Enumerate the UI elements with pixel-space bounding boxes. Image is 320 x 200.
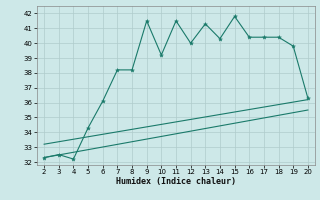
X-axis label: Humidex (Indice chaleur): Humidex (Indice chaleur) [116, 177, 236, 186]
